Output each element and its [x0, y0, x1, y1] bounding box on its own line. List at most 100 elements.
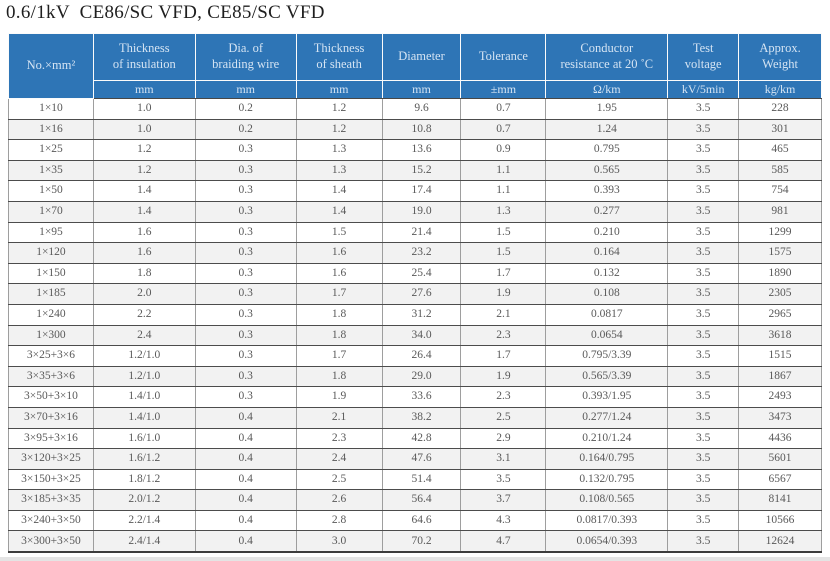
data-cell: 1890: [738, 262, 822, 285]
data-cell: 51.4: [381, 468, 462, 491]
data-cell: 3.5: [460, 468, 547, 491]
row-size-cell: 1×50: [8, 180, 94, 202]
data-cell: 0.795/3.39: [545, 345, 669, 367]
data-cell: 1.4/1.0: [92, 386, 196, 408]
spec-table-body: 1×10 1.0 0.2 1.2 9.6 0.7 1.95 3.5 228 1×16 1.0 0.2 1…: [8, 98, 822, 553]
data-cell: 0.210: [545, 221, 669, 244]
row-size-cell: 1×95: [8, 221, 94, 244]
data-cell: 3.5: [667, 448, 740, 470]
unit-cell-insulation: mm: [92, 80, 196, 99]
data-cell: 2.0/1.2: [92, 489, 196, 511]
data-cell: 0.0817/0.393: [545, 509, 669, 532]
data-cell: 4.7: [460, 530, 547, 553]
data-cell: 0.210/1.24: [545, 427, 669, 450]
data-cell: 0.3: [194, 200, 297, 223]
data-cell: 1.6/1.0: [92, 427, 196, 450]
data-cell: 1.5: [295, 221, 383, 244]
data-cell: 0.0654: [545, 324, 669, 347]
data-cell: 1.2/1.0: [92, 365, 196, 388]
column-header-diameter: Diameter: [381, 33, 462, 81]
data-cell: 0.0817: [545, 303, 669, 326]
data-cell: 3.5: [667, 180, 740, 202]
data-cell: 0.3: [194, 345, 297, 367]
data-cell: 2.9: [460, 427, 547, 450]
data-cell: 8141: [738, 489, 822, 511]
table-row: 1×185 2.0 0.3 1.7 27.6 1.9 0.108 3.5 2305: [8, 283, 822, 305]
column-header-insulation-thickness: Thickness of insulation: [92, 33, 196, 81]
data-cell: 70.2: [381, 530, 462, 553]
data-cell: 1.7: [295, 283, 383, 305]
data-cell: 0.795: [545, 139, 669, 161]
table-header: No.×mm² Thickness of insulation Dia. of …: [8, 33, 822, 99]
unit-cell-sheath: mm: [295, 80, 383, 99]
next-section-edge: [0, 557, 830, 561]
data-cell: 3.5: [667, 262, 740, 285]
column-header-braiding-wire-dia: Dia. of braiding wire: [194, 33, 297, 81]
table-row: 1×50 1.4 0.3 1.4 17.4 1.1 0.393 3.5 754: [8, 180, 822, 202]
data-cell: 1.8: [295, 303, 383, 326]
data-cell: 1.6: [92, 221, 196, 244]
data-cell: 1.8: [295, 365, 383, 388]
data-cell: 0.3: [194, 242, 297, 264]
data-cell: 1.6: [295, 262, 383, 285]
unit-cell-diameter: mm: [381, 80, 462, 99]
row-size-cell: 1×240: [8, 303, 94, 326]
row-size-cell: 1×25: [8, 139, 94, 161]
data-cell: 0.3: [194, 386, 297, 408]
data-cell: 2.5: [460, 406, 547, 429]
data-cell: 0.4: [194, 448, 297, 470]
data-cell: 3.5: [667, 345, 740, 367]
data-cell: 31.2: [381, 303, 462, 326]
data-cell: 6567: [738, 468, 822, 491]
data-cell: 47.6: [381, 448, 462, 470]
data-cell: 21.4: [381, 221, 462, 244]
row-size-cell: 3×185+3×35: [8, 489, 94, 511]
data-cell: 1.6: [92, 242, 196, 264]
data-cell: 3.0: [295, 530, 383, 553]
data-cell: 1.2: [295, 98, 383, 120]
data-cell: 3.5: [667, 283, 740, 305]
row-size-cell: 3×25+3×6: [8, 345, 94, 367]
data-cell: 0.108: [545, 283, 669, 305]
data-cell: 3.5: [667, 468, 740, 491]
data-cell: 465: [738, 139, 822, 161]
data-cell: 4436: [738, 427, 822, 450]
column-header-size: No.×mm²: [8, 33, 94, 99]
data-cell: 1.6: [295, 242, 383, 264]
row-size-cell: 1×185: [8, 283, 94, 305]
data-cell: 25.4: [381, 262, 462, 285]
table-row: 3×95+3×16 1.6/1.0 0.4 2.3 42.8 2.9 0.210/1.24 3…: [8, 427, 822, 450]
table-row: 3×300+3×50 2.4/1.4 0.4 3.0 70.2 4.7 0.0654/0.3…: [8, 530, 822, 553]
data-cell: 228: [738, 98, 822, 120]
data-cell: 981: [738, 200, 822, 223]
data-cell: 3.5: [667, 386, 740, 408]
unit-cell-resistance: Ω/km: [545, 80, 669, 99]
table-row: 3×25+3×6 1.2/1.0 0.3 1.7 26.4 1.7 0.795/3.39 3.…: [8, 345, 822, 367]
data-cell: 1.0: [92, 98, 196, 120]
row-size-cell: 3×95+3×16: [8, 427, 94, 450]
data-cell: 3.5: [667, 489, 740, 511]
data-cell: 2965: [738, 303, 822, 326]
table-row: 1×35 1.2 0.3 1.3 15.2 1.1 0.565 3.5 585: [8, 159, 822, 182]
data-cell: 0.0654/0.393: [545, 530, 669, 553]
data-cell: 0.4: [194, 530, 297, 553]
data-cell: 0.393/1.95: [545, 386, 669, 408]
table-row: 3×70+3×16 1.4/1.0 0.4 2.1 38.2 2.5 0.277/1.24 3…: [8, 406, 822, 429]
data-cell: 2.4: [92, 324, 196, 347]
column-header-approx-weight: Approx. Weight: [738, 33, 822, 81]
data-cell: 1.4: [295, 200, 383, 223]
data-cell: 0.4: [194, 406, 297, 429]
data-cell: 27.6: [381, 283, 462, 305]
data-cell: 301: [738, 118, 822, 141]
data-cell: 2.1: [460, 303, 547, 326]
data-cell: 1575: [738, 242, 822, 264]
data-cell: 2.4/1.4: [92, 530, 196, 553]
data-cell: 3.5: [667, 303, 740, 326]
data-cell: 0.3: [194, 180, 297, 202]
data-cell: 3.5: [667, 98, 740, 120]
data-cell: 0.164/0.795: [545, 448, 669, 470]
data-cell: 3.5: [667, 509, 740, 532]
data-cell: 1.2: [295, 118, 383, 141]
table-row: 3×185+3×35 2.0/1.2 0.4 2.6 56.4 3.7 0.108/0.56…: [8, 489, 822, 511]
spec-table-container: No.×mm² Thickness of insulation Dia. of …: [8, 33, 822, 554]
